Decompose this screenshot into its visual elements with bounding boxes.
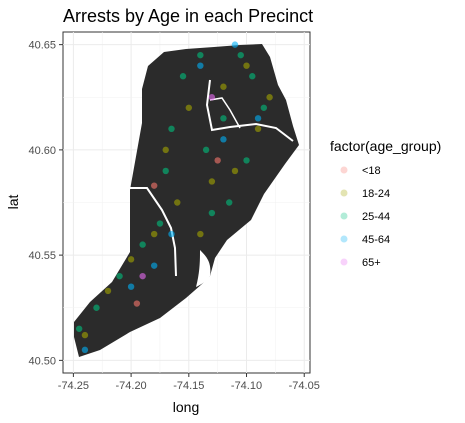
- data-point: [231, 41, 239, 48]
- data-point: [208, 209, 216, 217]
- y-tick-label: 40.50: [28, 355, 56, 367]
- data-point: [243, 157, 250, 164]
- legend-label: 25-44: [362, 211, 390, 223]
- data-point: [150, 262, 158, 269]
- data-point: [266, 94, 273, 101]
- data-point: [249, 73, 256, 80]
- data-point: [127, 256, 135, 263]
- data-point: [139, 272, 146, 280]
- y-tick-label: 40.65: [28, 40, 56, 52]
- data-point: [75, 325, 83, 332]
- data-point: [226, 199, 233, 206]
- legend-label: 45-64: [362, 234, 390, 246]
- data-point: [202, 146, 210, 154]
- legend-key: [340, 258, 348, 266]
- precinct-boundary: [130, 187, 177, 277]
- precinct-boundary: [209, 97, 241, 129]
- data-point: [220, 136, 227, 143]
- data-point: [260, 104, 268, 111]
- data-point: [168, 230, 175, 238]
- x-tick-label: -74.20: [115, 380, 146, 392]
- data-point: [139, 241, 146, 248]
- data-point: [254, 125, 262, 133]
- data-point: [116, 272, 123, 280]
- y-tick-label: 40.55: [28, 250, 56, 262]
- data-point: [162, 146, 169, 154]
- data-point: [197, 230, 204, 238]
- legend-key: [340, 235, 348, 243]
- legend: factor(age_group) <18 18-24 25-44 45-64 65+: [330, 138, 441, 269]
- chart-title: Arrests by Age in each Precinct: [63, 6, 313, 26]
- legend-key: [340, 189, 348, 197]
- x-tick-label: -74.15: [173, 380, 204, 392]
- y-axis-title: lat: [5, 195, 21, 210]
- data-point: [150, 230, 158, 238]
- x-tick-label: -74.05: [289, 380, 320, 392]
- points-layer: [75, 41, 273, 354]
- data-point: [93, 304, 100, 311]
- x-axis: -74.25 -74.20 -74.15 -74.10 -74.05: [58, 373, 320, 392]
- island-map-shape: [74, 44, 299, 357]
- data-point: [185, 104, 193, 111]
- data-point: [127, 283, 135, 290]
- data-point: [81, 331, 89, 339]
- data-point: [168, 125, 175, 133]
- data-point: [150, 182, 158, 189]
- data-point: [156, 220, 164, 227]
- legend-label: 65+: [362, 257, 381, 269]
- data-point: [208, 94, 216, 101]
- river-cut: [196, 250, 211, 287]
- legend-label: <18: [362, 165, 381, 177]
- x-tick-label: -74.25: [58, 380, 89, 392]
- data-point: [81, 346, 89, 354]
- y-tick-label: 40.60: [28, 145, 56, 157]
- data-point: [220, 83, 227, 90]
- legend-key: [340, 212, 348, 220]
- data-point: [254, 115, 262, 122]
- data-point: [243, 62, 250, 69]
- precinct-boundary: [205, 79, 294, 142]
- data-point: [220, 115, 227, 122]
- x-tick-label: -74.10: [231, 380, 262, 392]
- y-axis: 40.50 40.55 40.60 40.65: [28, 40, 63, 367]
- data-point: [174, 199, 181, 206]
- data-point: [133, 300, 141, 307]
- data-point: [231, 167, 239, 175]
- data-point: [104, 287, 112, 295]
- legend-key: [340, 166, 348, 174]
- legend-label: 18-24: [362, 188, 390, 200]
- data-point: [214, 157, 221, 164]
- x-axis-title: long: [173, 399, 199, 415]
- data-point: [162, 167, 169, 175]
- data-point: [197, 51, 204, 59]
- data-point: [208, 178, 216, 185]
- data-point: [237, 51, 244, 59]
- data-point: [197, 62, 204, 69]
- legend-title: factor(age_group): [330, 138, 441, 154]
- data-point: [179, 73, 187, 80]
